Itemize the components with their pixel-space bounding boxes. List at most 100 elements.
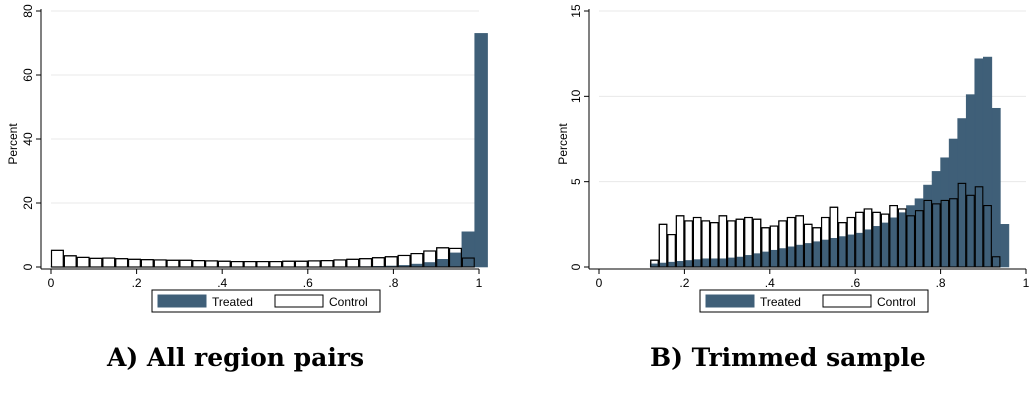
panel-a-bar-control-outline bbox=[140, 259, 154, 268]
panel-b-bar-treated-overlap bbox=[744, 255, 753, 267]
panel-b-bar-control-outline bbox=[727, 220, 736, 268]
panel-a-bar-control bbox=[179, 259, 193, 268]
panel-b-bar-control-outline bbox=[675, 215, 685, 268]
panel-a-bar-treated bbox=[461, 231, 476, 268]
panel-b-bar-treated-overlap bbox=[880, 222, 890, 267]
panel-a-bar-control-outline bbox=[166, 259, 180, 268]
panel-b-bar-treated bbox=[957, 118, 967, 268]
panel-b-bar-control bbox=[932, 203, 941, 268]
panel-b-bar-control-outline bbox=[846, 216, 856, 268]
panel-a-bar-control bbox=[205, 260, 218, 268]
panel-b-y-tick-label: 5 bbox=[569, 178, 583, 185]
panel-b-bar-treated-overlap bbox=[727, 257, 736, 267]
panel-b-bar-control-outline bbox=[786, 216, 796, 268]
panel-b-bar-control bbox=[974, 186, 984, 268]
panel-b-bar-treated-overlap bbox=[778, 248, 787, 267]
panel-a-bar-control-outline bbox=[448, 247, 462, 268]
panel-a-bar-control-outline bbox=[127, 258, 141, 268]
panel-b-bar-control bbox=[966, 194, 975, 268]
panel-a-bar-control-outline bbox=[256, 261, 270, 268]
panel-b-bar-treated-overlap bbox=[812, 241, 822, 267]
panel-b-bar-treated-overlap bbox=[795, 244, 804, 267]
panel-a-bar-control bbox=[153, 259, 167, 268]
panel-b-bar-treated-overlap bbox=[786, 246, 796, 267]
panel-a-bar-control bbox=[102, 257, 116, 268]
panel-b-bar-control bbox=[675, 215, 685, 268]
panel-b-x-tick-label: .8 bbox=[936, 276, 946, 290]
panel-b-bar-treated-overlap bbox=[650, 263, 659, 267]
panel-a-bar-control bbox=[192, 260, 206, 268]
panel-b-bar-treated bbox=[965, 94, 976, 268]
panel-b-bar-control-outline bbox=[744, 216, 753, 268]
panel-b-x-tick-label: 0 bbox=[596, 276, 603, 290]
panel-b-y-tick-label: 15 bbox=[569, 4, 583, 18]
panel-a-bar-control-outline bbox=[294, 260, 308, 268]
panel-a-y-tick-label: 40 bbox=[21, 132, 35, 146]
panel-b-bar-treated bbox=[982, 56, 993, 268]
panel-b-bar-control bbox=[983, 205, 992, 268]
panel-a-x-tick-label: .2 bbox=[132, 276, 142, 290]
panel-a-bar-control bbox=[346, 258, 360, 268]
panel-a-bar-treated-overlap bbox=[397, 265, 411, 267]
panel-a-bar-control bbox=[282, 260, 296, 268]
panel-b-bar-treated-overlap bbox=[803, 243, 813, 267]
panel-a-bar-control bbox=[256, 261, 270, 268]
panel-b-bar-treated bbox=[923, 184, 933, 268]
panel-b-bar-treated-overlap bbox=[692, 259, 702, 267]
panel-b-bar-control bbox=[658, 223, 668, 268]
panel-b-bar-treated-overlap bbox=[897, 212, 907, 267]
panel-b-bar-treated bbox=[931, 171, 941, 268]
panel-b-bar-control-outline bbox=[880, 213, 890, 268]
panel-a-bar-treated bbox=[474, 33, 488, 268]
panel-b-y-tick-label: 0 bbox=[569, 263, 583, 270]
panel-b-bar-control-outline bbox=[735, 218, 745, 268]
panel-a-bar-control-outline bbox=[102, 257, 116, 268]
panel-a-bar-treated-overlap bbox=[436, 259, 450, 267]
panel-b-bar-treated bbox=[940, 157, 950, 268]
panel-b-legend-swatch-treated bbox=[705, 294, 755, 308]
panel-a-x-tick-label: 1 bbox=[476, 276, 483, 290]
panel-b-bar-control-outline bbox=[692, 216, 702, 268]
panel-b-bar-control bbox=[957, 182, 967, 268]
panel-a-legend-label-control: Control bbox=[329, 295, 368, 309]
panel-b-bar-control-outline bbox=[684, 220, 693, 268]
panel-a-bar-control-outline bbox=[50, 249, 64, 268]
panel-b-bar-treated-overlap bbox=[769, 249, 779, 267]
panel-b-bar-treated bbox=[974, 58, 984, 268]
panel-b-bar-treated bbox=[991, 107, 1001, 268]
panel-b-bar-control-outline bbox=[752, 218, 762, 268]
panel-b-bar-control-outline bbox=[667, 234, 676, 268]
panel-a-bar-control bbox=[166, 259, 180, 268]
panel-b-bar-control-outline bbox=[812, 227, 822, 268]
panel-a-y-axis-title: Percent bbox=[6, 123, 20, 165]
panel-b-bar-control-outline bbox=[889, 205, 898, 268]
panel-b-bar-control-outline bbox=[829, 206, 839, 268]
panel-b-y-axis-title: Percent bbox=[556, 123, 570, 165]
panel-b-bar-control-outline bbox=[658, 223, 668, 268]
panel-a-bar-treated-overlap bbox=[449, 252, 462, 267]
panel-b-bar-treated-overlap bbox=[761, 251, 770, 267]
panel-b-bar-control bbox=[923, 199, 933, 268]
panel-b-bar-treated-overlap bbox=[752, 253, 762, 267]
panel-b-bar-control-outline bbox=[778, 220, 787, 268]
panel-b-bar-treated-overlap bbox=[846, 234, 856, 267]
panel-b-bar-control-outline bbox=[709, 222, 719, 268]
panel-a-y-tick-label: 80 bbox=[21, 4, 35, 18]
panel-b-bar-treated-overlap bbox=[821, 239, 830, 267]
panel-b-x-tick-label: .6 bbox=[850, 276, 860, 290]
panel-a-bar-treated-overlap bbox=[384, 265, 398, 267]
panel-a-bar-control-outline bbox=[76, 256, 90, 268]
panel-b-bar-treated-overlap bbox=[889, 217, 898, 267]
panel-a-bar-control-outline bbox=[89, 257, 103, 268]
panel-a-bar-control-outline bbox=[320, 260, 334, 268]
panel-a-bar-control bbox=[371, 257, 385, 268]
panel-a-bar-control-outline bbox=[230, 261, 244, 268]
panel-a-bar-control-outline bbox=[346, 258, 360, 268]
panel-a-bar-control bbox=[50, 249, 64, 268]
panel-a-bar-control-outline bbox=[115, 258, 129, 268]
panel-a-bar-control bbox=[89, 257, 103, 268]
panel-b-bar-control-outline bbox=[701, 220, 711, 268]
panel-a-bar-control bbox=[333, 259, 347, 268]
panel-b-x-tick-label: .4 bbox=[765, 276, 775, 290]
